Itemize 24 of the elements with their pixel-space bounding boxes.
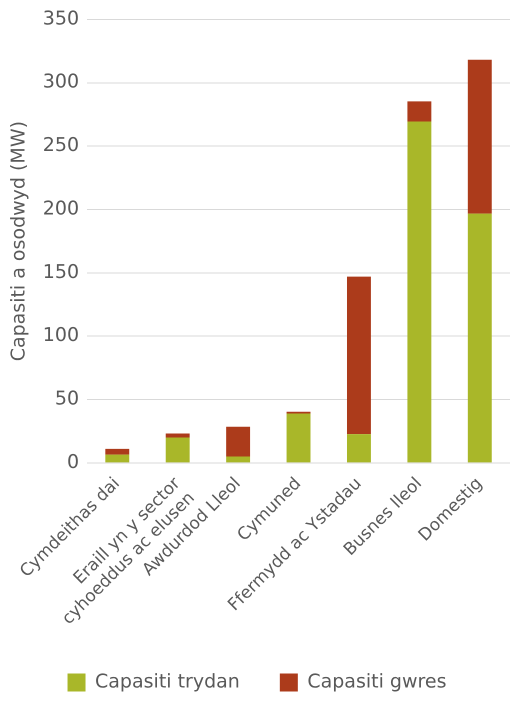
bar (286, 413, 310, 462)
bar (226, 456, 250, 462)
bar (346, 276, 371, 434)
bar (346, 434, 371, 462)
y-tick-label: 350 (42, 7, 80, 30)
y-tick-label: 50 (54, 387, 80, 410)
y-tick-label: 250 (42, 134, 80, 156)
bar (407, 122, 432, 462)
bar (407, 101, 432, 122)
bar (226, 426, 250, 457)
bar (105, 454, 130, 462)
y-tick-label: 150 (42, 260, 80, 283)
y-tick-label: 100 (42, 324, 80, 346)
y-axis-title: Capasiti a osodwyd (MW) (7, 120, 30, 362)
bar (166, 433, 190, 438)
bar (468, 60, 492, 214)
bar (105, 448, 130, 455)
y-tick-label: 0 (66, 450, 80, 473)
y-tick-label: 200 (42, 197, 80, 220)
legend-label: Capasiti gwres (307, 670, 446, 692)
y-tick-label: 300 (42, 70, 80, 93)
bar (166, 438, 190, 462)
bar (468, 214, 492, 462)
legend-label: Capasiti trydan (95, 670, 240, 692)
